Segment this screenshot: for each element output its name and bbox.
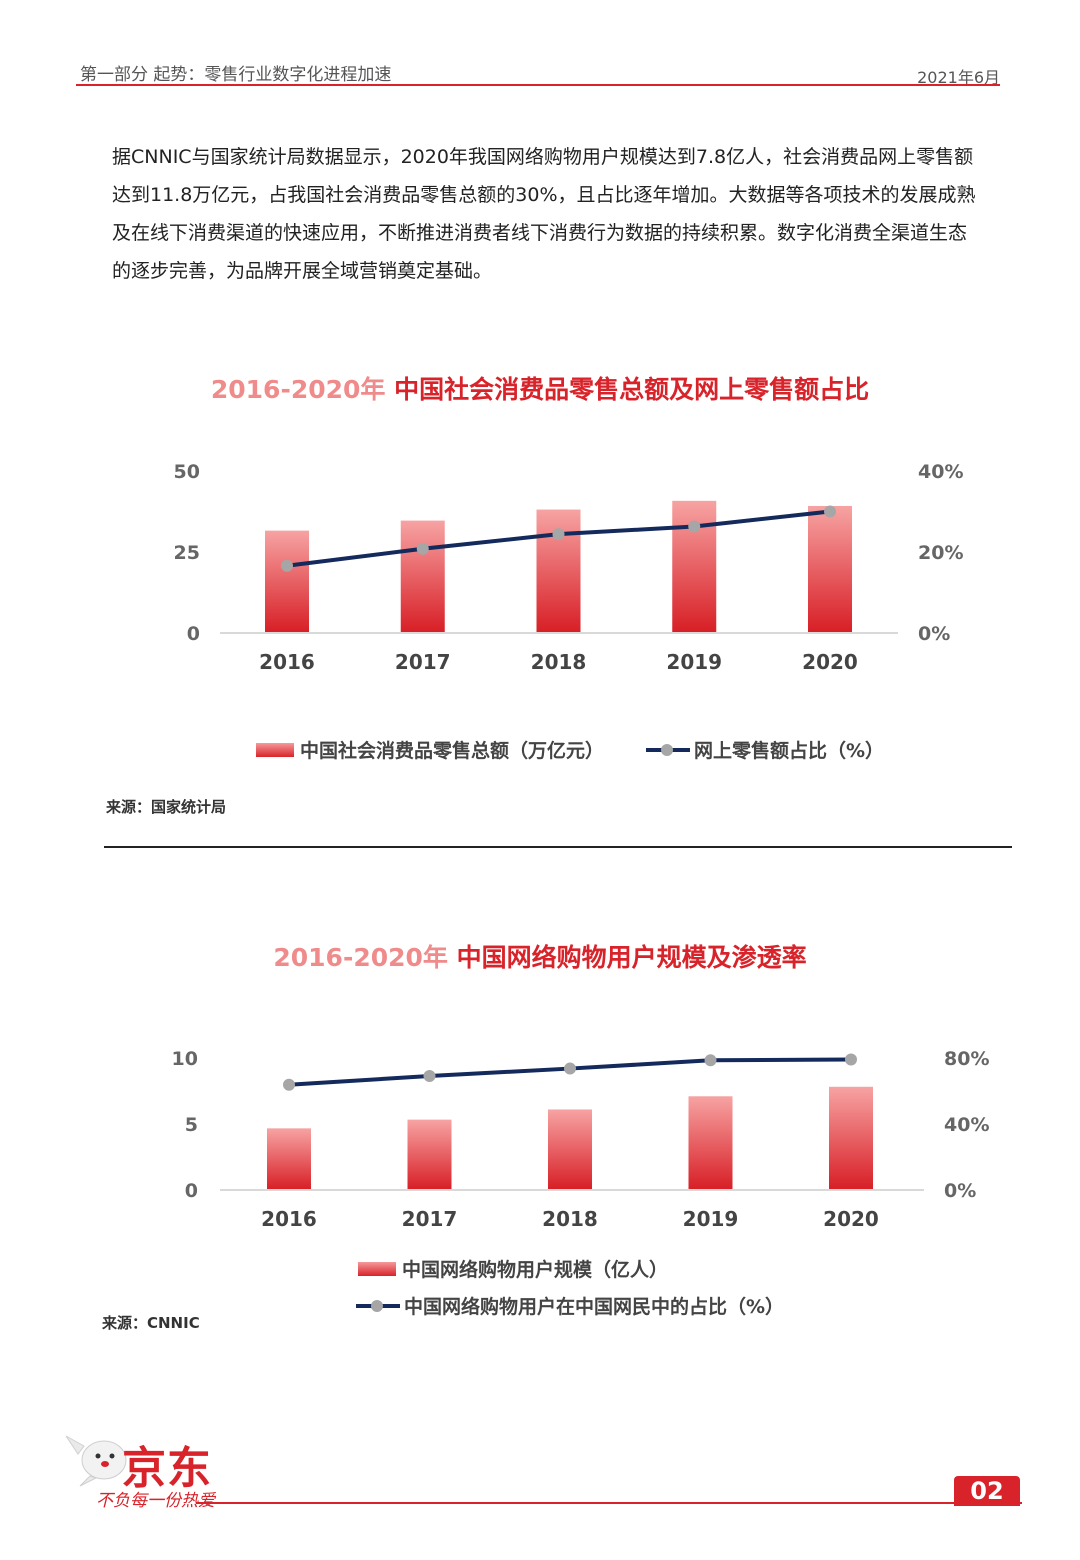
chart2-legend-line-label: 中国网络购物用户在中国网民中的占比（%） — [404, 1296, 785, 1318]
chart1-title-main: 中国社会消费品零售总额及网上零售额占比 — [394, 375, 870, 404]
header-date: 2021年6月 — [917, 68, 1000, 87]
jd-logo: 京东 不负每一份热爱 — [60, 1432, 230, 1522]
chart1-bar — [265, 530, 309, 633]
chart1-ytick-right: 20% — [918, 542, 963, 564]
chart2-legend-line-swatch — [356, 1299, 400, 1313]
chart2-legend-bar-label: 中国网络购物用户规模（亿人） — [402, 1259, 669, 1281]
chart2-xtick: 2020 — [823, 1207, 879, 1231]
chart2-bar — [829, 1086, 873, 1190]
chart2-title-years: 2016-2020年 — [273, 943, 448, 972]
chart2-line-point — [423, 1069, 436, 1082]
header-section-title: 第一部分 起势：零售行业数字化进程加速 — [80, 65, 392, 85]
chart1-xtick: 2017 — [395, 650, 451, 674]
jd-slogan: 不负每一份热爱 — [96, 1491, 215, 1511]
chart2-title: 2016-2020年 中国网络购物用户规模及渗透率 — [0, 938, 1080, 974]
chart2-line-point — [564, 1062, 576, 1075]
chart2-bar — [407, 1119, 452, 1190]
chart1-xtick: 2019 — [666, 650, 722, 674]
chart1-legend-line-swatch — [646, 743, 691, 757]
chart2-ytick-left: 10 — [172, 1048, 198, 1070]
chart1-title-years: 2016-2020年 — [210, 375, 386, 404]
chart2-legend-bar: 中国网络购物用户规模（亿人） — [358, 1255, 668, 1282]
header-divider — [76, 84, 1000, 86]
chart2-bar — [548, 1109, 592, 1190]
section-divider — [104, 846, 1012, 848]
chart1-source: 来源：国家统计局 — [106, 798, 227, 816]
chart1-xtick: 2016 — [259, 650, 315, 674]
chart1-bar — [400, 520, 445, 633]
chart1-plot: 0 25 50 0% 20% 40% 2016 2017 2018 2019 2020 — [174, 461, 964, 674]
chart2-xtick: 2016 — [261, 1207, 317, 1231]
chart1-legend: 中国社会消费品零售总额（万亿元） 网上零售额占比（%） — [256, 736, 884, 763]
jd-mascot-icon — [65, 1435, 127, 1487]
chart2-source: 来源：CNNIC — [102, 1314, 200, 1332]
chart2-xtick: 2018 — [542, 1207, 598, 1231]
chart1-legend-bar-swatch — [256, 742, 294, 757]
chart1-legend-bar-label: 中国社会消费品零售总额（万亿元） — [300, 740, 605, 762]
chart1-xtick: 2020 — [802, 650, 858, 674]
chart2-ytick-left: 5 — [185, 1114, 198, 1136]
chart2-line-point — [704, 1054, 717, 1067]
chart2-ytick-left: 0 — [185, 1180, 198, 1202]
chart2-xtick: 2017 — [402, 1207, 458, 1231]
chart2-legend-bar-swatch — [358, 1261, 396, 1276]
chart1-line-point — [688, 520, 701, 533]
chart1-line-point — [552, 528, 565, 541]
chart1-ytick-right: 40% — [918, 461, 963, 483]
chart2-bar — [267, 1128, 311, 1190]
chart1-ytick-left: 50 — [174, 461, 200, 483]
chart1-ytick-right: 0% — [918, 623, 950, 645]
chart1-line-point — [416, 542, 429, 555]
chart2-xtick: 2019 — [683, 1207, 739, 1231]
jd-brand-text: 京东 — [122, 1443, 212, 1494]
chart1-xtick: 2018 — [531, 650, 587, 674]
chart2-bar — [688, 1096, 733, 1190]
chart2-line-point — [283, 1078, 295, 1091]
footer-divider — [196, 1502, 1022, 1504]
chart1-title: 2016-2020年 中国社会消费品零售总额及网上零售额占比 — [0, 370, 1080, 406]
chart2-plot: 0 5 10 0% 40% 80% 2016 2017 2018 2019 2020 — [172, 1048, 990, 1231]
chart2-ytick-right: 0% — [944, 1180, 976, 1202]
chart1-line-point — [281, 559, 293, 572]
chart2-title-main: 中国网络购物用户规模及渗透率 — [456, 943, 807, 972]
chart1-legend-line-label: 网上零售额占比（%） — [694, 740, 885, 762]
chart2-legend-line: 中国网络购物用户在中国网民中的占比（%） — [356, 1292, 784, 1319]
chart1-ytick-left: 0 — [187, 623, 200, 645]
chart2-ytick-right: 80% — [944, 1048, 989, 1070]
chart1-ytick-left: 25 — [174, 542, 200, 564]
chart1-line-point — [824, 505, 836, 518]
page-number: 02 — [954, 1476, 1020, 1506]
chart1-bar — [536, 509, 581, 633]
chart2-line-point — [845, 1053, 857, 1066]
chart1-bar — [808, 505, 852, 633]
chart2-ytick-right: 40% — [944, 1114, 989, 1136]
intro-paragraph: 据CNNIC与国家统计局数据显示，2020年我国网络购物用户规模达到7.8亿人，… — [112, 146, 976, 282]
